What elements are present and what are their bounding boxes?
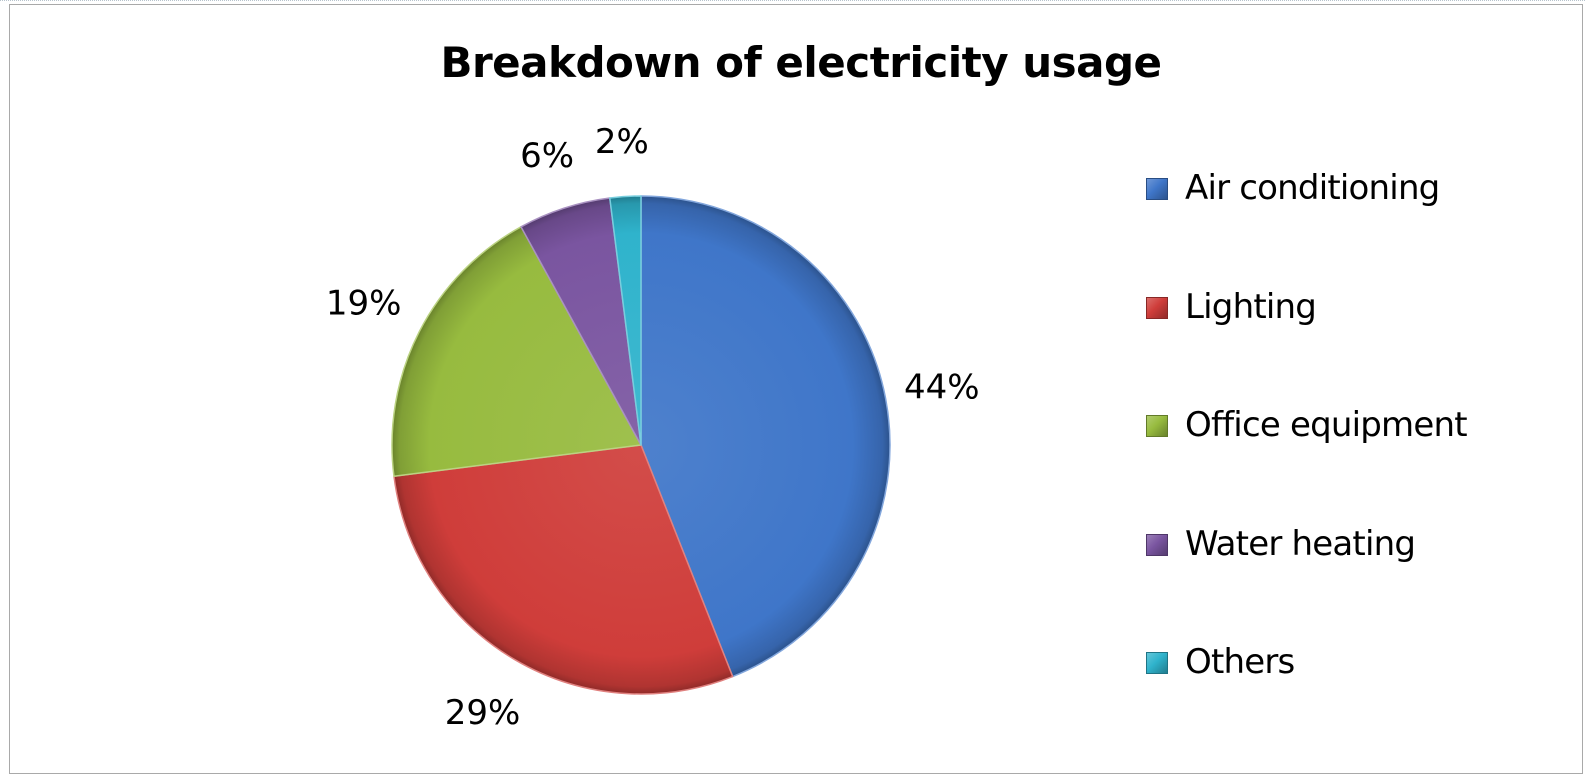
legend-label: Lighting bbox=[1185, 286, 1317, 327]
legend-swatch bbox=[1146, 178, 1168, 200]
legend-item-water-heating: Water heating bbox=[1146, 521, 1576, 640]
legend-label: Others bbox=[1185, 642, 1295, 682]
data-label-lighting: 29% bbox=[445, 693, 521, 733]
legend-label: Water heating bbox=[1185, 523, 1416, 564]
frame-top-border bbox=[0, 0, 1585, 4]
chart-title: Breakdown of electricity usage bbox=[440, 38, 1162, 87]
pie-data-labels: 44% 29% 19% 6% 2% bbox=[326, 122, 980, 733]
pie-slices bbox=[391, 195, 891, 695]
legend-swatch bbox=[1146, 652, 1168, 674]
legend-item-lighting: Lighting bbox=[1146, 284, 1576, 403]
data-label-others: 2% bbox=[595, 122, 649, 162]
legend-item-others: Others bbox=[1146, 639, 1576, 758]
pie-slice-air-conditioning bbox=[640, 195, 891, 678]
pie-slice-others bbox=[609, 195, 642, 446]
legend-swatch bbox=[1146, 415, 1168, 437]
data-label-water-heating: 6% bbox=[520, 136, 574, 176]
data-label-air-conditioning: 44% bbox=[904, 368, 980, 408]
pie-slice-office-equipment bbox=[391, 226, 642, 477]
pie-slice-lighting bbox=[393, 444, 734, 695]
legend-label: Air conditioning bbox=[1185, 168, 1440, 208]
legend-item-office-equipment: Office equipment bbox=[1146, 402, 1576, 521]
data-label-office-equipment: 19% bbox=[326, 284, 402, 324]
legend-swatch bbox=[1146, 296, 1168, 319]
legend-swatch bbox=[1146, 533, 1168, 556]
chart-legend: Air conditioning Lighting Office equipment… bbox=[1146, 165, 1576, 758]
legend-label: Office equipment bbox=[1185, 405, 1468, 445]
legend-item-air-conditioning: Air conditioning bbox=[1146, 165, 1576, 284]
